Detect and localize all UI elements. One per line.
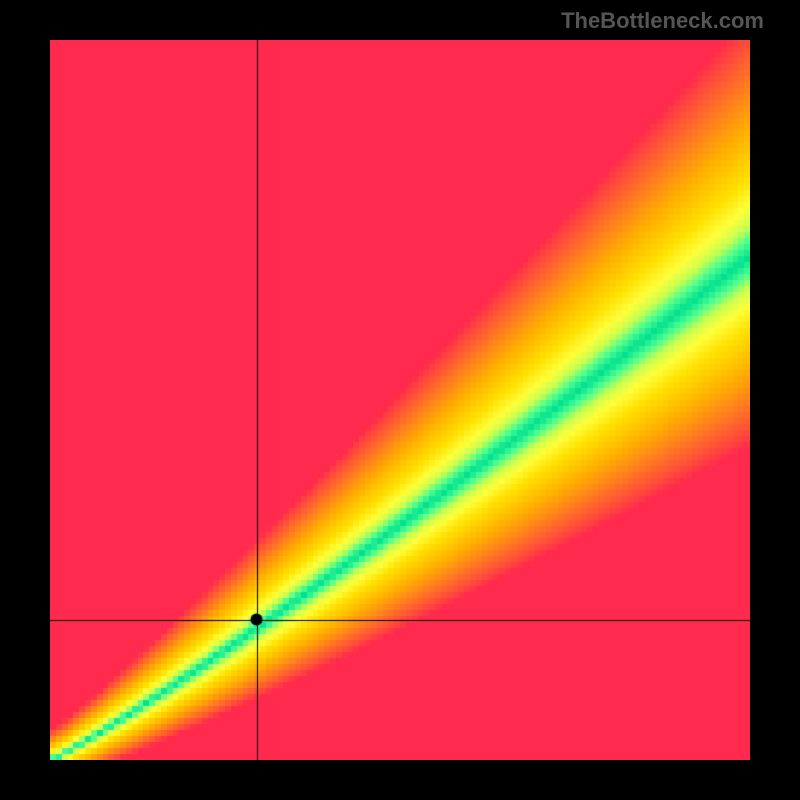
watermark-text: TheBottleneck.com bbox=[561, 8, 764, 34]
heatmap-canvas bbox=[50, 40, 750, 760]
heatmap-plot bbox=[50, 40, 750, 760]
